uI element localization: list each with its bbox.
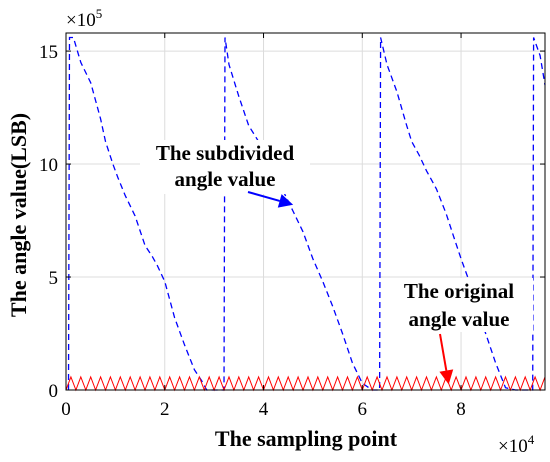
annotation-subdivided: The subdivided angle value [140,140,310,194]
y-tick-label: 0 [49,381,59,402]
x-tick-label: 0 [61,399,71,420]
series-original-line [65,375,546,392]
x-axis-label: The sampling point [215,426,398,451]
x-tick-label: 6 [358,399,368,420]
y-tick-label: 5 [49,268,59,289]
arrow-subdivided [247,191,294,208]
series-original-angle [65,375,546,392]
annotation-subdivided-line2: angle value [175,167,276,191]
axis-ticks: 0 2 4 6 8 0 5 10 15 [39,33,545,420]
annotation-original-line2: angle value [409,307,510,331]
y-axis-multiplier: ×105 [66,6,102,31]
x-tick-label: 8 [456,399,466,420]
series-subdivided-line [67,36,546,391]
y-tick-label: 15 [39,42,58,63]
y-tick-label: 10 [39,155,58,176]
series-subdivided-angle [67,36,546,391]
y-axis-label: The angle value(LSB) [6,113,31,317]
grid-lines [65,33,545,391]
annotation-original-line1: The original [404,279,514,303]
arrow-original [439,333,454,385]
x-axis-multiplier: ×104 [498,432,535,457]
annotation-original: The original angle value [385,278,533,332]
annotation-subdivided-line1: The subdivided [156,141,295,165]
x-tick-label: 2 [160,399,170,420]
plot-frame [65,32,546,391]
x-tick-label: 4 [259,399,269,420]
